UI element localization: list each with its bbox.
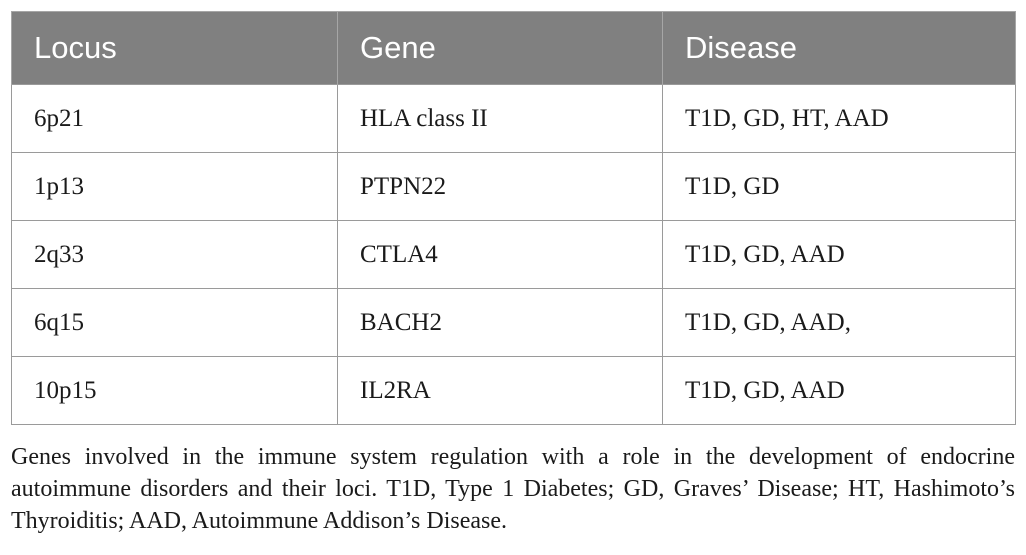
cell-locus: 2q33 bbox=[11, 220, 338, 289]
table-row: 1p13 PTPN22 T1D, GD bbox=[11, 152, 1016, 221]
table-body: 6p21 HLA class II T1D, GD, HT, AAD 1p13 … bbox=[11, 84, 1016, 425]
table-row: 6p21 HLA class II T1D, GD, HT, AAD bbox=[11, 84, 1016, 153]
cell-gene: CTLA4 bbox=[337, 220, 663, 289]
cell-locus: 1p13 bbox=[11, 152, 338, 221]
cell-gene: PTPN22 bbox=[337, 152, 663, 221]
cell-disease: T1D, GD, AAD bbox=[662, 220, 1016, 289]
gene-table-container: Locus Gene Disease 6p21 HLA class II T1D… bbox=[11, 11, 1016, 425]
header-locus: Locus bbox=[11, 11, 338, 85]
cell-locus: 6p21 bbox=[11, 84, 338, 153]
cell-gene: IL2RA bbox=[337, 356, 663, 425]
cell-disease: T1D, GD, AAD bbox=[662, 356, 1016, 425]
cell-disease: T1D, GD, AAD, bbox=[662, 288, 1016, 357]
table-header: Locus Gene Disease bbox=[11, 11, 1016, 85]
gene-locus-table: Locus Gene Disease 6p21 HLA class II T1D… bbox=[11, 11, 1016, 425]
cell-locus: 6q15 bbox=[11, 288, 338, 357]
header-disease: Disease bbox=[662, 11, 1016, 85]
cell-disease: T1D, GD, HT, AAD bbox=[662, 84, 1016, 153]
table-row: 6q15 BACH2 T1D, GD, AAD, bbox=[11, 288, 1016, 357]
cell-disease: T1D, GD bbox=[662, 152, 1016, 221]
table-row: 10p15 IL2RA T1D, GD, AAD bbox=[11, 356, 1016, 425]
cell-locus: 10p15 bbox=[11, 356, 338, 425]
cell-gene: BACH2 bbox=[337, 288, 663, 357]
table-caption: Genes involved in the immune system regu… bbox=[11, 444, 1015, 534]
cell-gene: HLA class II bbox=[337, 84, 663, 153]
header-gene: Gene bbox=[337, 11, 663, 85]
header-row: Locus Gene Disease bbox=[11, 11, 1016, 85]
table-row: 2q33 CTLA4 T1D, GD, AAD bbox=[11, 220, 1016, 289]
